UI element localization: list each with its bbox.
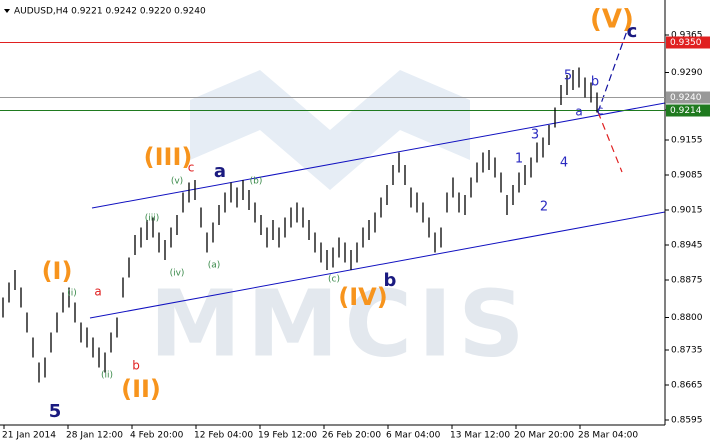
x-tick-label: 6 Mar 04:00 <box>386 431 441 441</box>
wave-label: (V) <box>590 5 634 35</box>
x-tick-label: 19 Feb 12:00 <box>258 431 317 441</box>
wave-label: b <box>384 270 397 291</box>
watermark-text: MMCIS <box>149 270 530 377</box>
wave-label: 2 <box>540 200 548 215</box>
wave-label: c <box>627 21 638 42</box>
wave-label: (I) <box>42 257 73 285</box>
y-tick-label: 0.8875 <box>671 276 703 286</box>
x-tick-label: 4 Feb 20:00 <box>130 431 184 441</box>
y-tick-label: 0.9085 <box>671 171 703 181</box>
y-tick-label: 0.8945 <box>671 241 703 251</box>
y-tick-label: 0.9015 <box>671 206 703 216</box>
x-tick-label: 20 Mar 20:00 <box>514 431 574 441</box>
wave-label: b <box>591 75 599 90</box>
wave-label: (i) <box>67 289 77 299</box>
channel-lower <box>89 211 666 319</box>
wave-label: (iv) <box>170 269 185 279</box>
wave-label: 5 <box>564 69 572 84</box>
wave-label: a <box>575 105 582 119</box>
wave-label: (III) <box>144 143 193 171</box>
price-label: 0.9240 <box>670 93 702 103</box>
wave-label: 4 <box>560 156 568 171</box>
wave-label: (ii) <box>101 371 113 381</box>
wave-label: (IV) <box>338 283 387 311</box>
x-tick-label: 28 Mar 04:00 <box>578 431 638 441</box>
channel-upper <box>91 102 666 209</box>
watermark-group: MMCIS <box>149 70 530 377</box>
y-tick-label: 0.8735 <box>671 346 703 356</box>
y-tick-label: 0.8595 <box>671 416 703 426</box>
wave-label: (a) <box>208 261 221 271</box>
wave-label: b <box>132 359 140 373</box>
y-tick-label: 0.9155 <box>671 136 703 146</box>
wave-label: (iii) <box>145 214 160 224</box>
watermark-logo <box>190 70 470 190</box>
menu-arrow[interactable] <box>4 9 10 13</box>
x-tick-label: 28 Jan 12:00 <box>66 431 123 441</box>
wave-label: a <box>94 285 101 299</box>
wave-label: (v) <box>171 177 183 187</box>
wave-label: c <box>597 104 604 118</box>
x-tick-label: 13 Mar 12:00 <box>450 431 510 441</box>
y-tick-label: 0.8665 <box>671 381 703 391</box>
wave-label: (b) <box>250 177 263 187</box>
wave-label: 5 <box>49 401 62 422</box>
y-tick-label: 0.8800 <box>671 313 703 323</box>
price-label-box <box>666 104 710 117</box>
price-label: 0.9350 <box>670 38 702 48</box>
projection-down <box>597 111 623 173</box>
y-tick-label: 0.9365 <box>671 31 703 41</box>
price-label-box <box>666 36 710 49</box>
wave-label: (c) <box>328 275 340 285</box>
x-tick-label: 12 Feb 04:00 <box>194 431 253 441</box>
chart-title: AUDUSD,H4 0.9221 0.9242 0.9220 0.9240 <box>14 7 206 17</box>
price-label-box <box>666 91 710 104</box>
wave-label: c <box>188 161 195 175</box>
wave-label: a <box>214 161 226 182</box>
price-label: 0.9214 <box>670 106 702 116</box>
wave-label: 3 <box>531 128 539 143</box>
y-tick-label: 0.9290 <box>671 68 703 78</box>
wave-label: (II) <box>121 375 161 403</box>
wave-label: 1 <box>515 152 523 167</box>
x-tick-label: 26 Feb 20:00 <box>322 431 381 441</box>
x-tick-label: 21 Jan 2014 <box>2 431 56 441</box>
